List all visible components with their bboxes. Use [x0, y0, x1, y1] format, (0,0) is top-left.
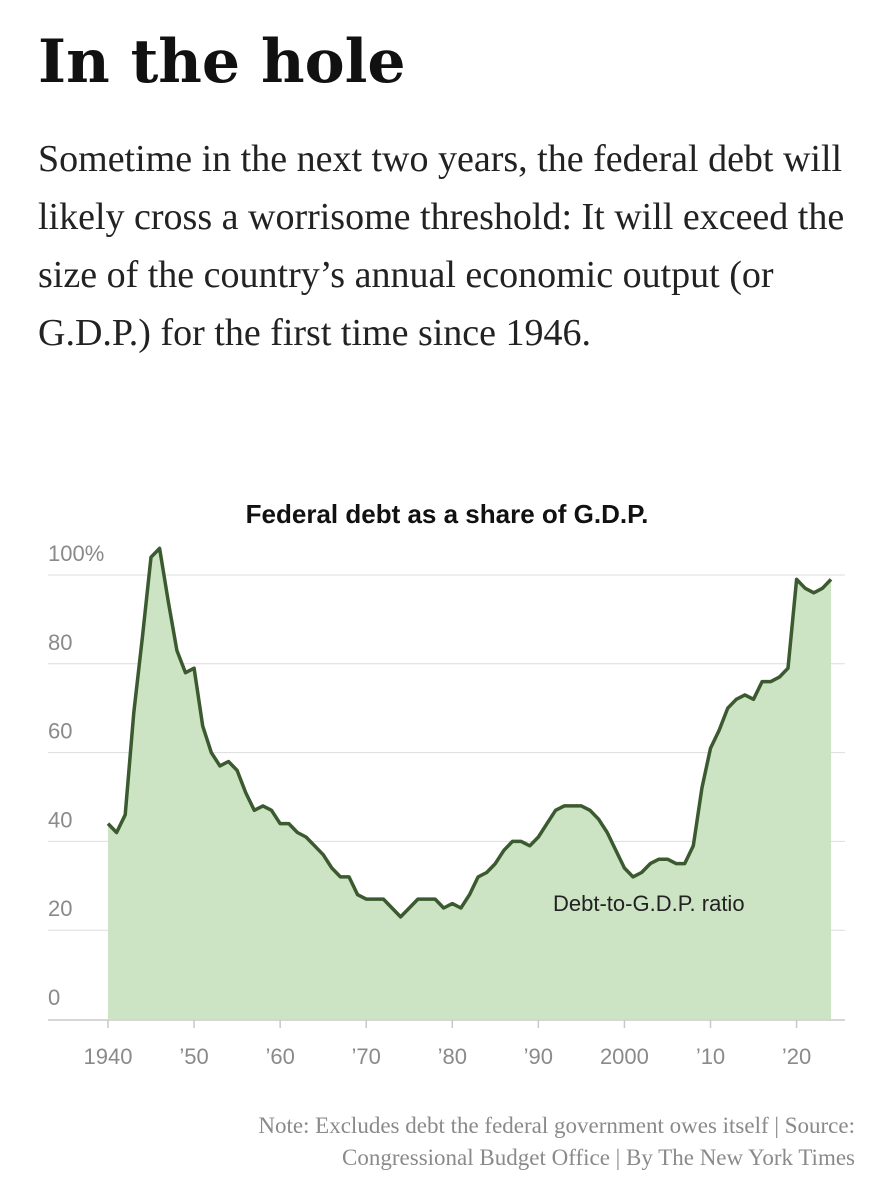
debt-line — [106, 546, 833, 919]
x-tick-label: ’20 — [782, 1044, 811, 1069]
source-note: Note: Excludes debt the federal governme… — [35, 1110, 855, 1174]
x-tick-label: ’60 — [265, 1044, 294, 1069]
x-axis-ticks: 1940 ’50 ’60 ’70 ’80 ’90 2000 ’10 ’20 — [84, 1020, 811, 1069]
debt-chart: Federal debt as a share of G.D.P. 0 20 40 6… — [48, 499, 845, 1069]
x-tick-label: 1940 — [84, 1044, 133, 1069]
y-tick-label: 60 — [48, 719, 72, 744]
chart-title: Federal debt as a share of G.D.P. — [246, 499, 649, 529]
headline: In the hole — [38, 27, 406, 97]
y-tick-label: 80 — [48, 630, 72, 655]
x-tick-label: ’10 — [696, 1044, 725, 1069]
y-tick-label: 40 — [48, 807, 72, 832]
y-axis-ticks: 0 20 40 60 80 100% — [48, 541, 104, 1010]
note-line-1: Note: Excludes debt the federal governme… — [258, 1113, 855, 1138]
x-tick-label: ’90 — [524, 1044, 553, 1069]
note-line-2: Congressional Budget Office | By The New… — [342, 1145, 855, 1170]
series-label: Debt-to-G.D.P. ratio — [553, 891, 745, 916]
x-tick-label: ’50 — [179, 1044, 208, 1069]
x-tick-label: 2000 — [600, 1044, 649, 1069]
debt-area — [108, 548, 831, 1019]
dek: Sometime in the next two years, the fede… — [38, 138, 845, 354]
y-tick-label: 0 — [48, 985, 60, 1010]
y-tick-label: 20 — [48, 896, 72, 921]
x-tick-label: ’80 — [438, 1044, 467, 1069]
x-tick-label: ’70 — [352, 1044, 381, 1069]
y-tick-label: 100% — [48, 541, 104, 566]
